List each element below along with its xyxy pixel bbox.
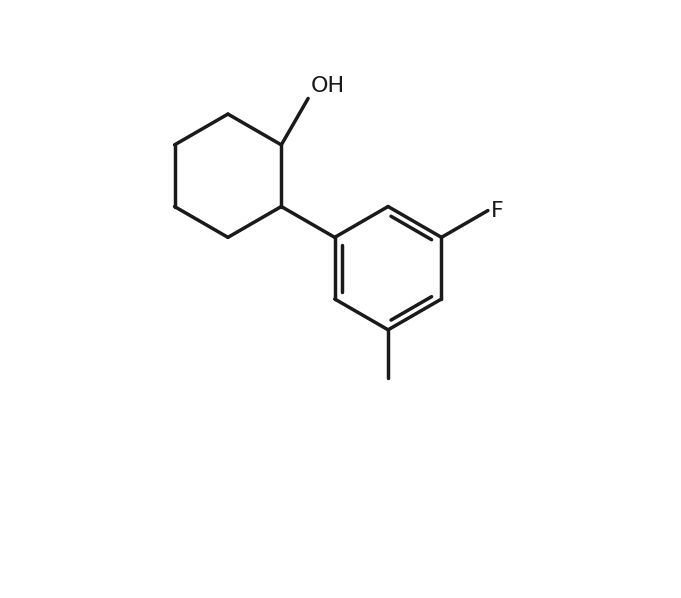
Text: OH: OH — [311, 76, 345, 96]
Text: F: F — [490, 200, 503, 221]
